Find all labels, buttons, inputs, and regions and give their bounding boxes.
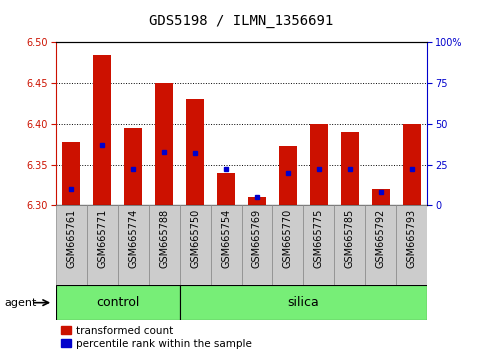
Bar bbox=[117, 205, 149, 285]
Bar bbox=[366, 205, 397, 285]
Text: agent: agent bbox=[5, 298, 37, 308]
Text: GSM665785: GSM665785 bbox=[345, 209, 355, 268]
Bar bbox=[149, 205, 180, 285]
Bar bbox=[279, 146, 297, 205]
Bar bbox=[62, 142, 80, 205]
Bar bbox=[180, 285, 427, 320]
Bar bbox=[217, 173, 235, 205]
Bar bbox=[93, 55, 112, 205]
Bar bbox=[248, 197, 266, 205]
Bar bbox=[56, 205, 86, 285]
Text: GSM665769: GSM665769 bbox=[252, 209, 262, 268]
Text: GSM665750: GSM665750 bbox=[190, 209, 200, 268]
Text: GSM665793: GSM665793 bbox=[407, 209, 417, 268]
Bar bbox=[341, 132, 359, 205]
Text: control: control bbox=[96, 296, 139, 309]
Bar bbox=[303, 205, 334, 285]
Bar bbox=[211, 205, 242, 285]
Bar bbox=[403, 124, 421, 205]
Bar bbox=[397, 205, 427, 285]
Bar bbox=[86, 205, 117, 285]
Text: GSM665774: GSM665774 bbox=[128, 209, 138, 268]
Bar bbox=[372, 189, 390, 205]
Text: GDS5198 / ILMN_1356691: GDS5198 / ILMN_1356691 bbox=[149, 14, 334, 28]
Legend: transformed count, percentile rank within the sample: transformed count, percentile rank withi… bbox=[61, 326, 252, 349]
Bar bbox=[242, 205, 272, 285]
Text: GSM665775: GSM665775 bbox=[314, 209, 324, 268]
Bar bbox=[334, 205, 366, 285]
Bar bbox=[56, 285, 180, 320]
Text: GSM665754: GSM665754 bbox=[221, 209, 231, 268]
Text: GSM665771: GSM665771 bbox=[97, 209, 107, 268]
Bar bbox=[180, 205, 211, 285]
Bar bbox=[124, 128, 142, 205]
Text: silica: silica bbox=[287, 296, 319, 309]
Text: GSM665761: GSM665761 bbox=[66, 209, 76, 268]
Text: GSM665788: GSM665788 bbox=[159, 209, 169, 268]
Text: GSM665770: GSM665770 bbox=[283, 209, 293, 268]
Bar bbox=[155, 83, 173, 205]
Bar bbox=[186, 99, 204, 205]
Text: GSM665792: GSM665792 bbox=[376, 209, 386, 268]
Bar bbox=[272, 205, 303, 285]
Bar bbox=[310, 124, 328, 205]
